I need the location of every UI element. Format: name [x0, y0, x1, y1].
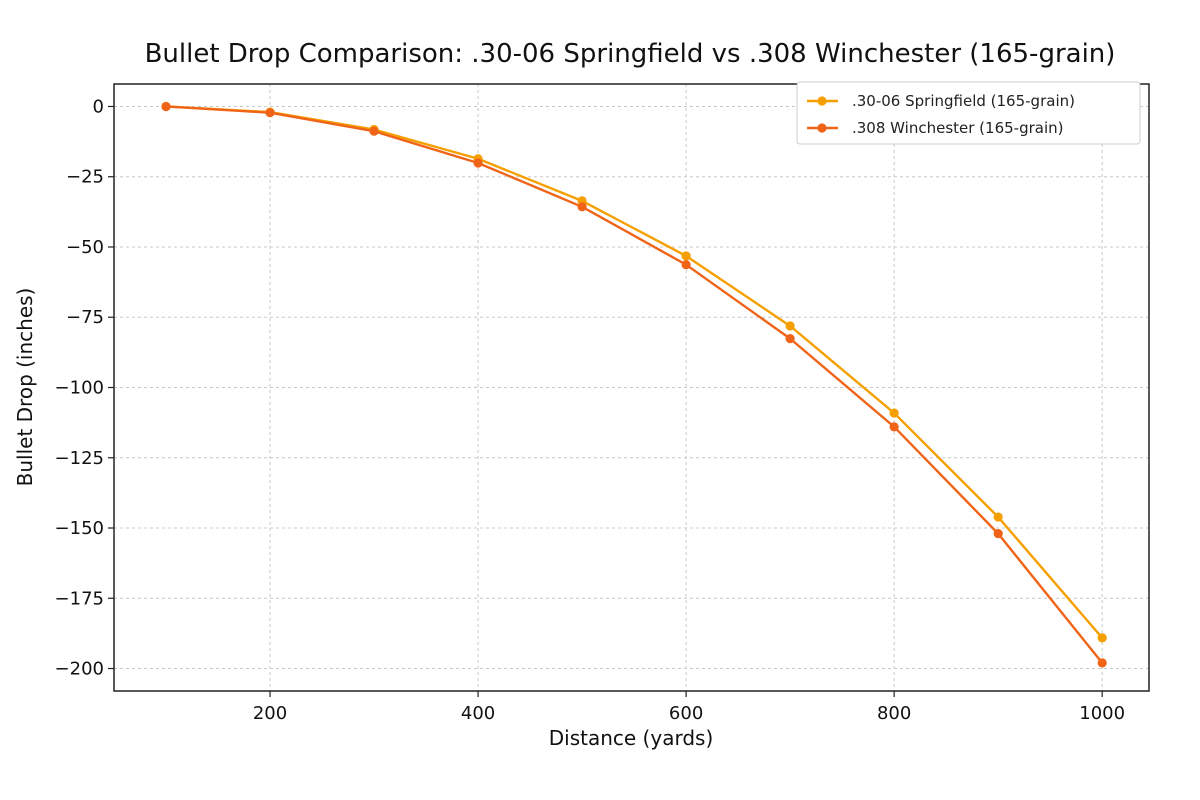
x-axis-label: Distance (yards) [549, 726, 714, 750]
grid [114, 84, 1149, 691]
series-0-point [889, 408, 899, 418]
series-1-point [681, 260, 691, 270]
series-1-point [473, 158, 483, 168]
series-0-point [993, 512, 1003, 522]
axis-ticks: 200 400 600 800 1000 0 −25 −50 −75 −100 −125 −150 −1… [55, 96, 1126, 724]
series-1-point [889, 422, 899, 432]
y-tick-label: −125 [55, 448, 104, 469]
x-tick-label: 600 [669, 703, 703, 724]
series-1-point [369, 126, 379, 136]
legend-box [796, 81, 1141, 145]
legend-entry-label: .30-06 Springfield (165-grain) [852, 92, 1075, 110]
series-1-point [1097, 658, 1107, 668]
series-1-point [577, 202, 587, 212]
chart-title: Bullet Drop Comparison: .30-06 Springfie… [145, 39, 1116, 69]
series-0-point [1097, 633, 1107, 643]
y-tick-label: 0 [93, 96, 104, 117]
series-1-point [785, 334, 795, 344]
series-0-point [681, 251, 691, 261]
legend-entry-label: .308 Winchester (165-grain) [852, 119, 1064, 137]
series-line-0 [165, 105, 1104, 639]
y-tick-label: −150 [55, 518, 104, 539]
y-axis-label: Bullet Drop (inches) [13, 288, 37, 487]
plot-series [161, 101, 1107, 668]
y-tick-label: −25 [66, 167, 104, 188]
legend: .30-06 Springfield (165-grain) .308 Winch… [796, 81, 1141, 145]
x-tick-label: 800 [877, 703, 911, 724]
y-tick-label: −175 [55, 588, 104, 609]
x-tick-label: 200 [253, 703, 287, 724]
legend-swatch-marker [817, 123, 827, 133]
x-tick-label: 1000 [1079, 703, 1125, 724]
y-tick-label: −200 [55, 659, 104, 680]
y-tick-label: −50 [66, 237, 104, 258]
series-1-point [161, 101, 171, 112]
series-line-1 [165, 105, 1104, 664]
series-1-point [265, 108, 275, 118]
y-tick-label: −75 [66, 307, 104, 328]
x-tick-label: 400 [461, 703, 495, 724]
series-1-point [993, 529, 1003, 539]
y-tick-label: −100 [55, 378, 104, 399]
legend-swatch-marker [817, 96, 827, 106]
series-0-point [785, 321, 795, 331]
